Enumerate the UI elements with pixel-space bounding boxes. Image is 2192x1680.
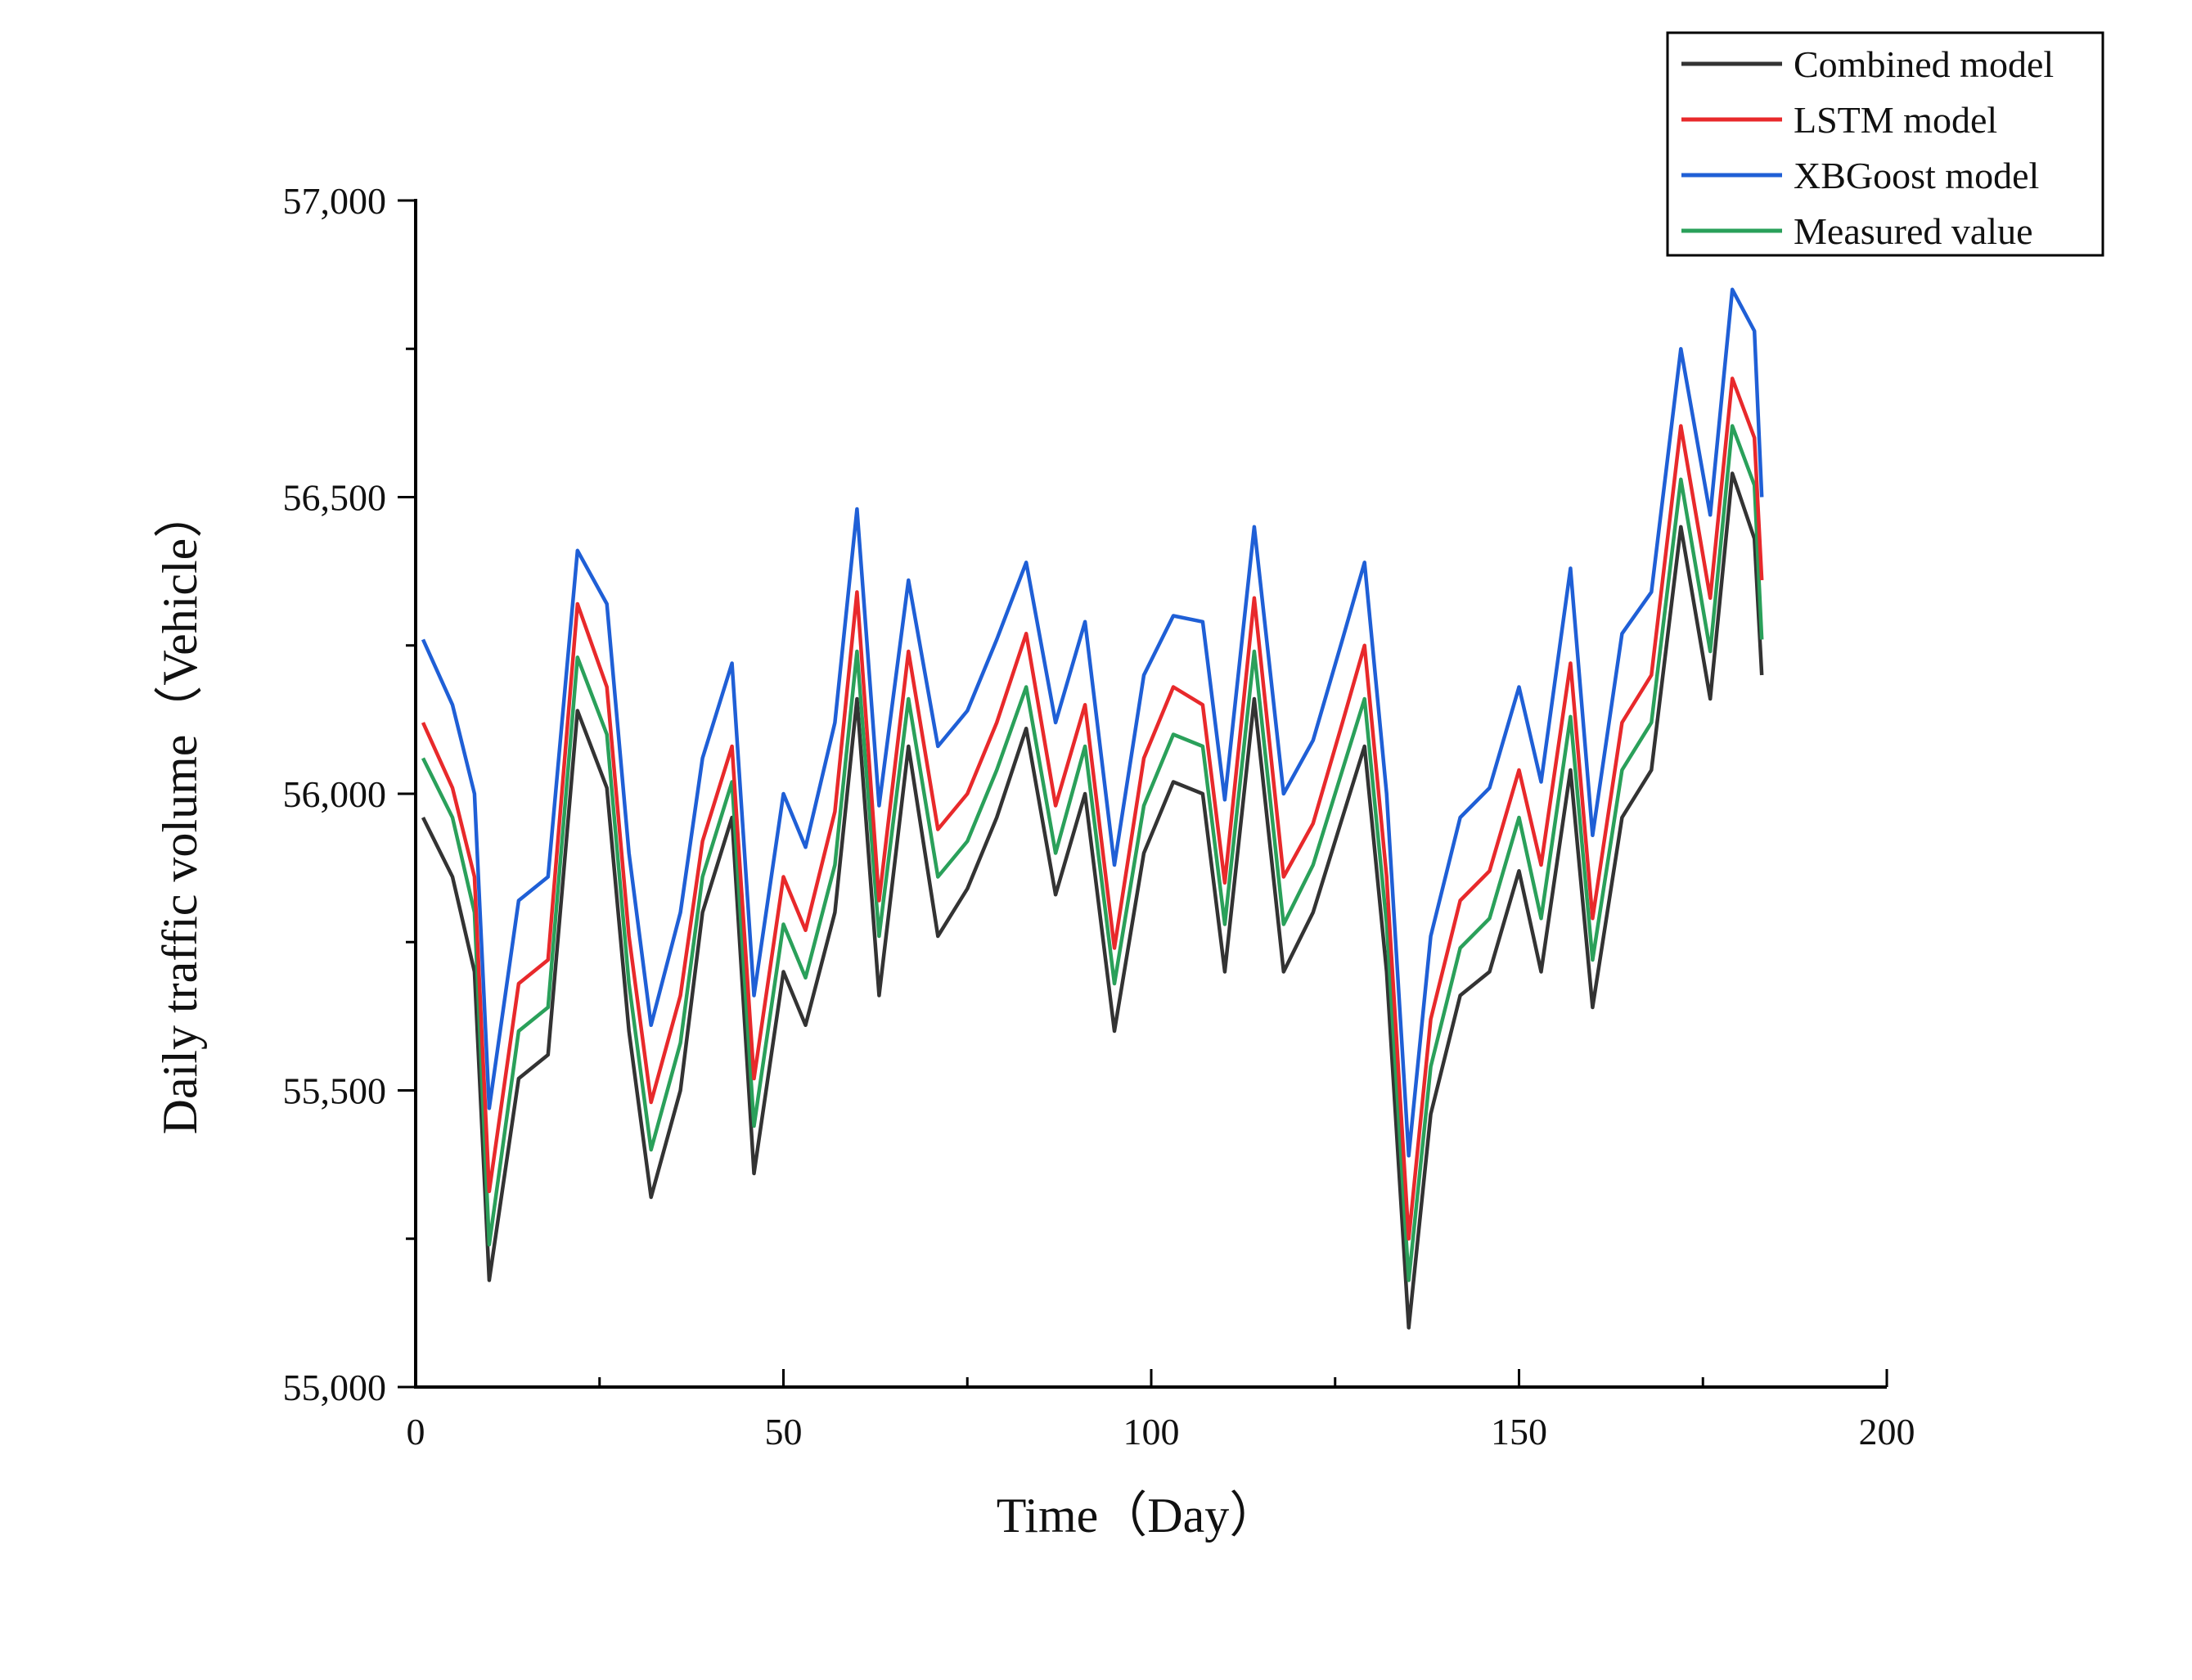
series-line-xbgoost-model xyxy=(421,287,1764,1158)
series-line-combined-model xyxy=(421,471,1764,1330)
y-tick-label: 55,500 xyxy=(283,1070,387,1112)
legend: Combined model LSTM model XBGoost model Mea… xyxy=(1666,31,2104,257)
legend-label: XBGoost model xyxy=(1794,155,2039,196)
y-tick-label: 55,000 xyxy=(283,1367,387,1408)
y-tick-label: 56,500 xyxy=(283,477,387,519)
x-ticks: 0 50 100 150 200 xyxy=(407,1369,1915,1453)
y-tick-label: 56,000 xyxy=(283,773,387,815)
x-tick-label: 50 xyxy=(765,1411,803,1453)
legend-label: Combined model xyxy=(1794,43,2054,85)
y-ticks: 55,000 55,500 56,000 56,500 57,000 xyxy=(283,180,416,1408)
x-tick-label: 200 xyxy=(1859,1411,1915,1453)
series-line-measured-value xyxy=(421,424,1764,1282)
x-tick-label: 150 xyxy=(1491,1411,1547,1453)
legend-label: LSTM model xyxy=(1794,99,1997,141)
legend-box xyxy=(1666,31,2104,257)
y-axis-title: Daily traffic volume（Vehicle） xyxy=(153,489,207,1135)
x-axis-title: Time（Day） xyxy=(997,1489,1278,1543)
y-tick-label: 57,000 xyxy=(283,180,387,222)
x-tick-label: 100 xyxy=(1123,1411,1180,1453)
series-layer xyxy=(421,287,1764,1330)
axes: 55,000 55,500 56,000 56,500 57,000 0 50 100 150… xyxy=(283,180,1915,1453)
legend-label: Measured value xyxy=(1794,210,2033,252)
series-line-lstm-model xyxy=(421,376,1764,1241)
x-tick-label: 0 xyxy=(407,1411,425,1453)
